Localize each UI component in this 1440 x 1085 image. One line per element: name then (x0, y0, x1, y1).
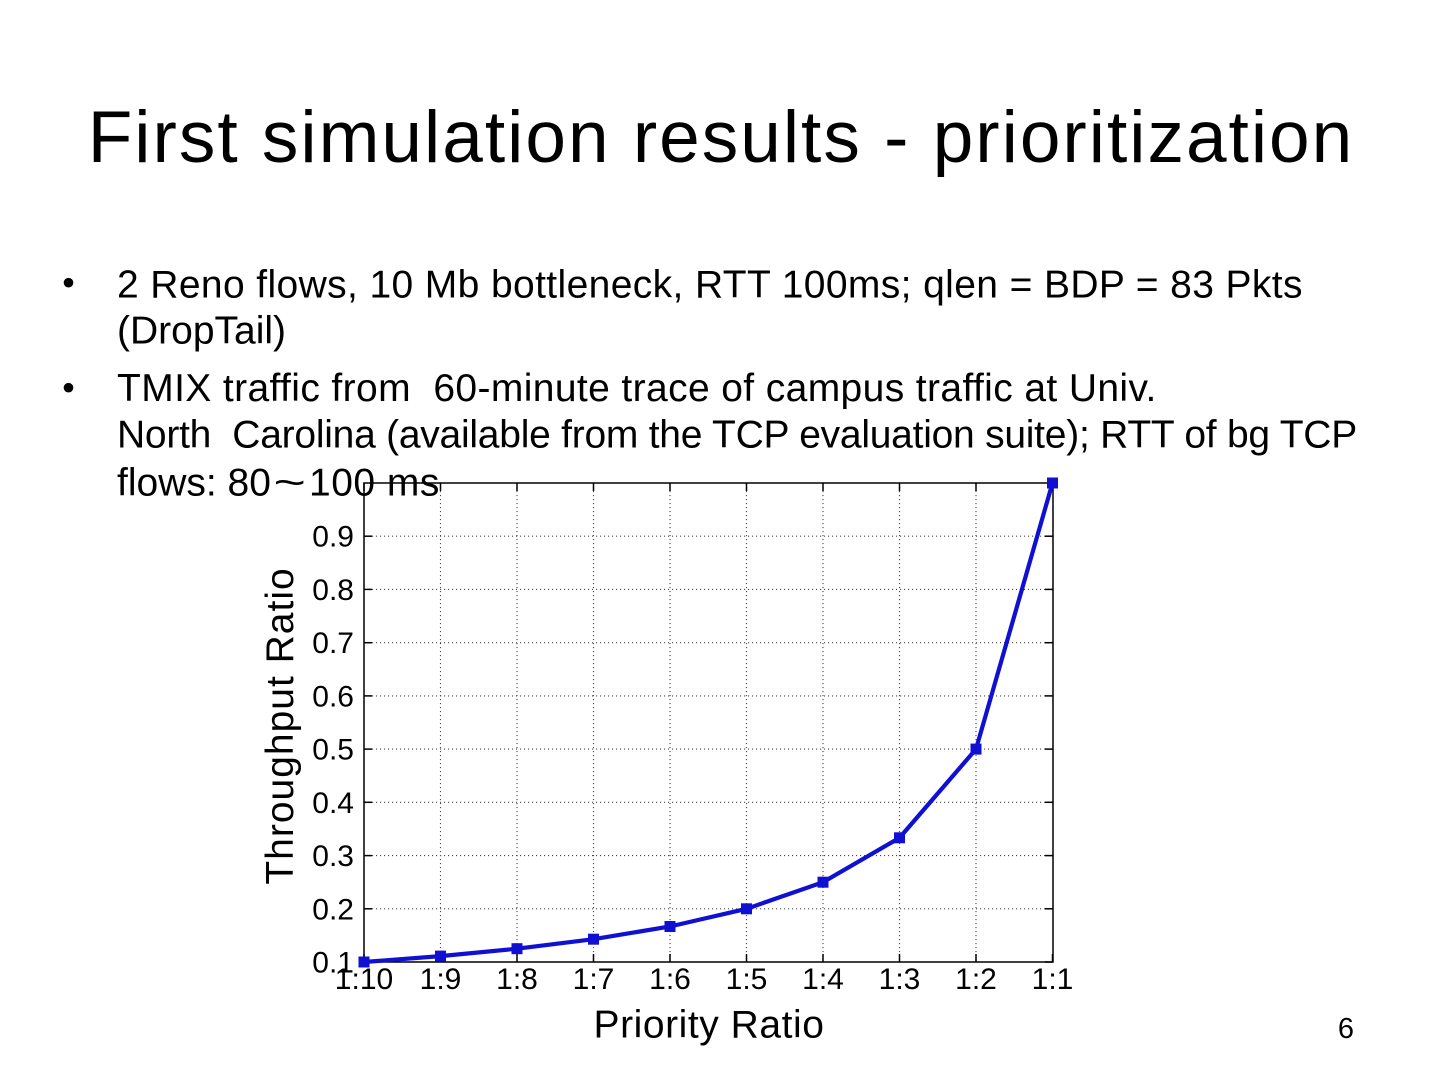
svg-text:Throughput Ratio: Throughput Ratio (259, 567, 302, 884)
svg-text:0.3: 0.3 (312, 840, 354, 873)
svg-text:0.4: 0.4 (312, 787, 354, 820)
svg-text:flows: 80: flows: 80 (117, 462, 271, 505)
svg-text:1:10: 1:10 (335, 963, 393, 996)
svg-text:6: 6 (1338, 1013, 1354, 1045)
svg-text:0.2: 0.2 (312, 893, 354, 926)
svg-text:~: ~ (274, 461, 306, 504)
svg-text:1:4: 1:4 (802, 963, 844, 996)
svg-text:2 Reno flows, 10 Mb bottleneck: 2 Reno flows, 10 Mb bottleneck, RTT 100m… (117, 264, 1303, 307)
svg-text:1:2: 1:2 (955, 963, 997, 996)
svg-text:(DropTail): (DropTail) (117, 310, 286, 353)
svg-text:0.5: 0.5 (312, 734, 354, 767)
svg-text:0.9: 0.9 (312, 521, 354, 554)
svg-text:1:9: 1:9 (420, 963, 462, 996)
svg-text:0.7: 0.7 (312, 627, 354, 660)
svg-text:North Carolina (available fro: North Carolina (available from the TCP e… (117, 414, 1357, 457)
svg-text:1:6: 1:6 (649, 963, 691, 996)
svg-text:0.6: 0.6 (312, 680, 354, 713)
svg-text:First simulation results - pri: First simulation results - prioritizatio… (88, 97, 1355, 178)
svg-text:Priority Ratio: Priority Ratio (594, 1004, 825, 1047)
svg-text:1:5: 1:5 (726, 963, 768, 996)
svg-text:TMIX traffic from 60-minute t: TMIX traffic from 60-minute trace of cam… (117, 367, 1157, 410)
svg-text:1:1: 1:1 (1032, 963, 1074, 996)
svg-text:0.1: 0.1 (312, 947, 354, 980)
svg-text:1:7: 1:7 (573, 963, 615, 996)
svg-text:1:8: 1:8 (496, 963, 538, 996)
svg-text:1:3: 1:3 (879, 963, 921, 996)
svg-text:0.8: 0.8 (312, 574, 354, 607)
